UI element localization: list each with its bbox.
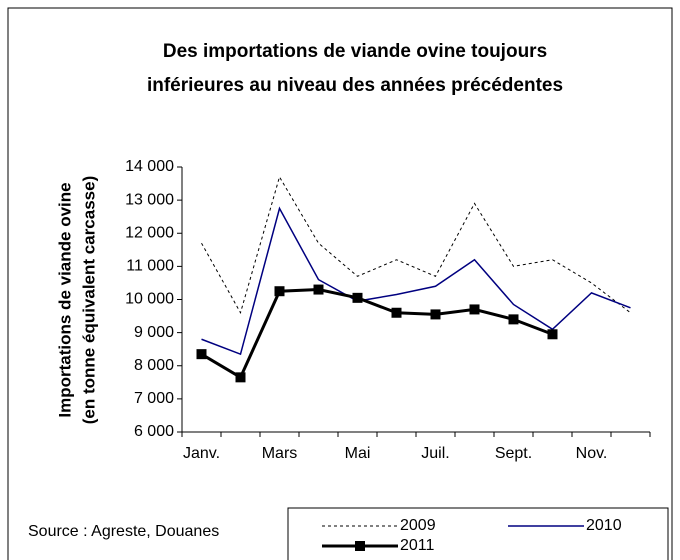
y-tick-label: 13 000 <box>125 191 174 208</box>
point-marker <box>235 372 246 383</box>
point-marker <box>313 284 324 295</box>
point-marker <box>469 304 480 315</box>
x-tick-label: Mai <box>345 445 371 462</box>
point-marker <box>430 309 441 320</box>
y-tick-label: 9 000 <box>134 324 174 341</box>
chart-title: inférieures au niveau des années précéde… <box>147 75 563 96</box>
x-tick-label: Juil. <box>421 445 449 462</box>
legend-label: 2009 <box>400 517 436 534</box>
point-marker <box>274 286 285 297</box>
series-line <box>201 175 631 315</box>
source-note: Source : Agreste, Douanes <box>28 523 219 540</box>
chart-frame <box>7 7 673 560</box>
point-marker <box>508 314 519 325</box>
point-marker <box>196 349 207 360</box>
y-tick-label: 6 000 <box>134 423 174 440</box>
legend-marker <box>355 541 365 551</box>
legend-label: 2011 <box>400 537 435 554</box>
point-marker <box>352 292 363 303</box>
y-tick-label: 7 000 <box>134 390 174 407</box>
y-axis-label: Importations de viande ovine <box>55 182 74 417</box>
series-line <box>200 288 554 380</box>
x-tick-label: Sept. <box>495 445 532 462</box>
y-tick-label: 10 000 <box>125 291 174 308</box>
point-marker <box>547 329 558 340</box>
y-tick-label: 12 000 <box>125 224 174 241</box>
legend-box <box>287 507 669 560</box>
x-tick-label: Nov. <box>576 445 608 462</box>
y-axis-label: (en tonne équivalent carcasse) <box>79 176 98 424</box>
legend-label: 2010 <box>586 517 622 534</box>
x-tick-label: Mars <box>262 445 298 462</box>
chart-title: Des importations de viande ovine toujour… <box>163 41 547 62</box>
y-tick-label: 8 000 <box>134 357 174 374</box>
x-tick-label: Janv. <box>183 445 220 462</box>
series-line <box>201 206 631 356</box>
point-marker <box>391 307 402 318</box>
y-tick-label: 11 000 <box>126 258 174 275</box>
y-tick-label: 14 000 <box>125 158 174 175</box>
